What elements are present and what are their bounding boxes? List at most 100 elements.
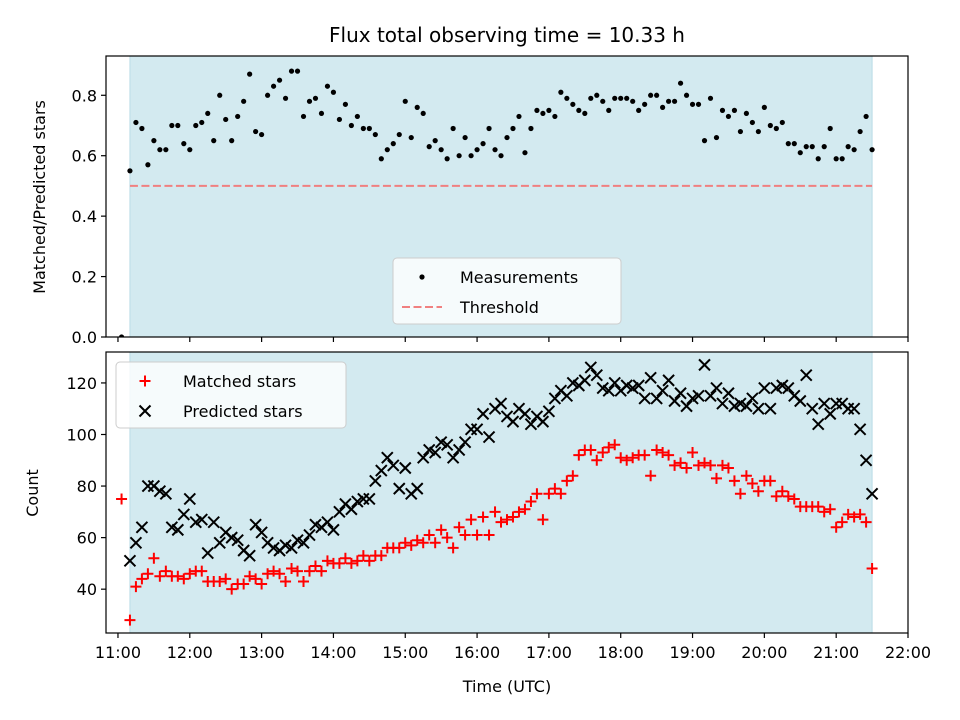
data-point [770,490,782,502]
data-point [452,443,466,457]
plot-area [118,68,875,337]
data-point [453,521,465,533]
data-point [725,113,732,120]
x-tick-label: 18:00 [598,643,644,662]
data-point [561,475,573,487]
data-point [866,563,878,575]
data-point [636,107,642,113]
data-point [298,575,310,587]
x-tick-label: 14:00 [310,643,356,662]
y-tick-label: 0.2 [72,268,97,287]
data-point [118,334,125,337]
data-point [286,563,298,575]
data-point [734,488,746,500]
data-point [791,141,797,147]
data-point [534,107,540,113]
data-point [399,537,411,549]
data-point [446,451,460,464]
data-point [710,381,723,395]
data-point [303,565,315,577]
data-point [159,487,173,500]
data-point [169,122,175,129]
data-point [241,98,247,104]
data-point [824,503,836,515]
data-point [548,392,562,405]
data-point [638,392,651,405]
data-point [247,71,253,77]
data-point [693,459,705,471]
data-point [160,565,172,577]
data-point [594,92,600,98]
data-point [468,153,474,159]
data-point [229,138,235,144]
data-point [280,575,292,587]
data-point [336,116,343,123]
x-tick-label: 12:00 [167,643,213,662]
data-point [187,147,193,153]
data-point [369,474,382,488]
data-point [518,407,532,421]
data-point [510,125,516,132]
data-point [578,374,592,387]
data-point [375,550,387,562]
data-point [270,83,277,89]
data-point [178,573,190,585]
data-point [537,514,549,526]
data-point [399,461,412,475]
data-point [687,447,699,459]
y-tick-label: 100 [66,425,97,444]
data-point [797,150,803,156]
data-point [788,493,800,505]
data-point [857,128,863,135]
data-point [630,98,636,104]
data-point [244,570,256,582]
data-point [492,147,498,153]
data-point [405,539,417,551]
data-point [292,565,304,577]
data-point [836,516,848,528]
data-point [513,506,525,518]
data-point [627,452,639,464]
data-point [351,555,363,567]
data-point [663,449,675,461]
data-point [746,477,758,489]
data-point [297,536,310,549]
data-point [719,107,726,113]
data-point [195,513,208,526]
x-tick-label: 21:00 [813,643,859,662]
data-point [506,415,520,428]
data-point [865,487,879,500]
data-point [746,392,759,405]
data-point [250,573,262,585]
data-point [588,95,594,101]
data-point [609,439,621,451]
data-point [665,98,672,104]
data-point [519,503,531,515]
data-point [794,394,807,408]
data-point [223,116,229,123]
data-point [564,95,570,101]
data-point [366,125,372,132]
data-point [842,508,854,520]
data-point [324,83,331,89]
data-point [231,533,244,547]
data-point [695,101,702,107]
series-matched-stars [116,439,878,626]
data-point [707,95,714,101]
data-point [645,470,657,482]
data-point [722,462,734,474]
data-point [264,92,271,98]
data-point [288,68,295,74]
data-point [764,402,777,415]
data-point [476,407,490,421]
data-point [124,614,136,626]
data-point [716,397,729,410]
data-point [608,376,621,390]
legend: Measurements Threshold [392,257,622,325]
data-point [363,555,375,567]
data-point [196,565,208,577]
data-point [205,110,211,117]
legend-marker [138,404,152,418]
data-point [474,147,480,153]
